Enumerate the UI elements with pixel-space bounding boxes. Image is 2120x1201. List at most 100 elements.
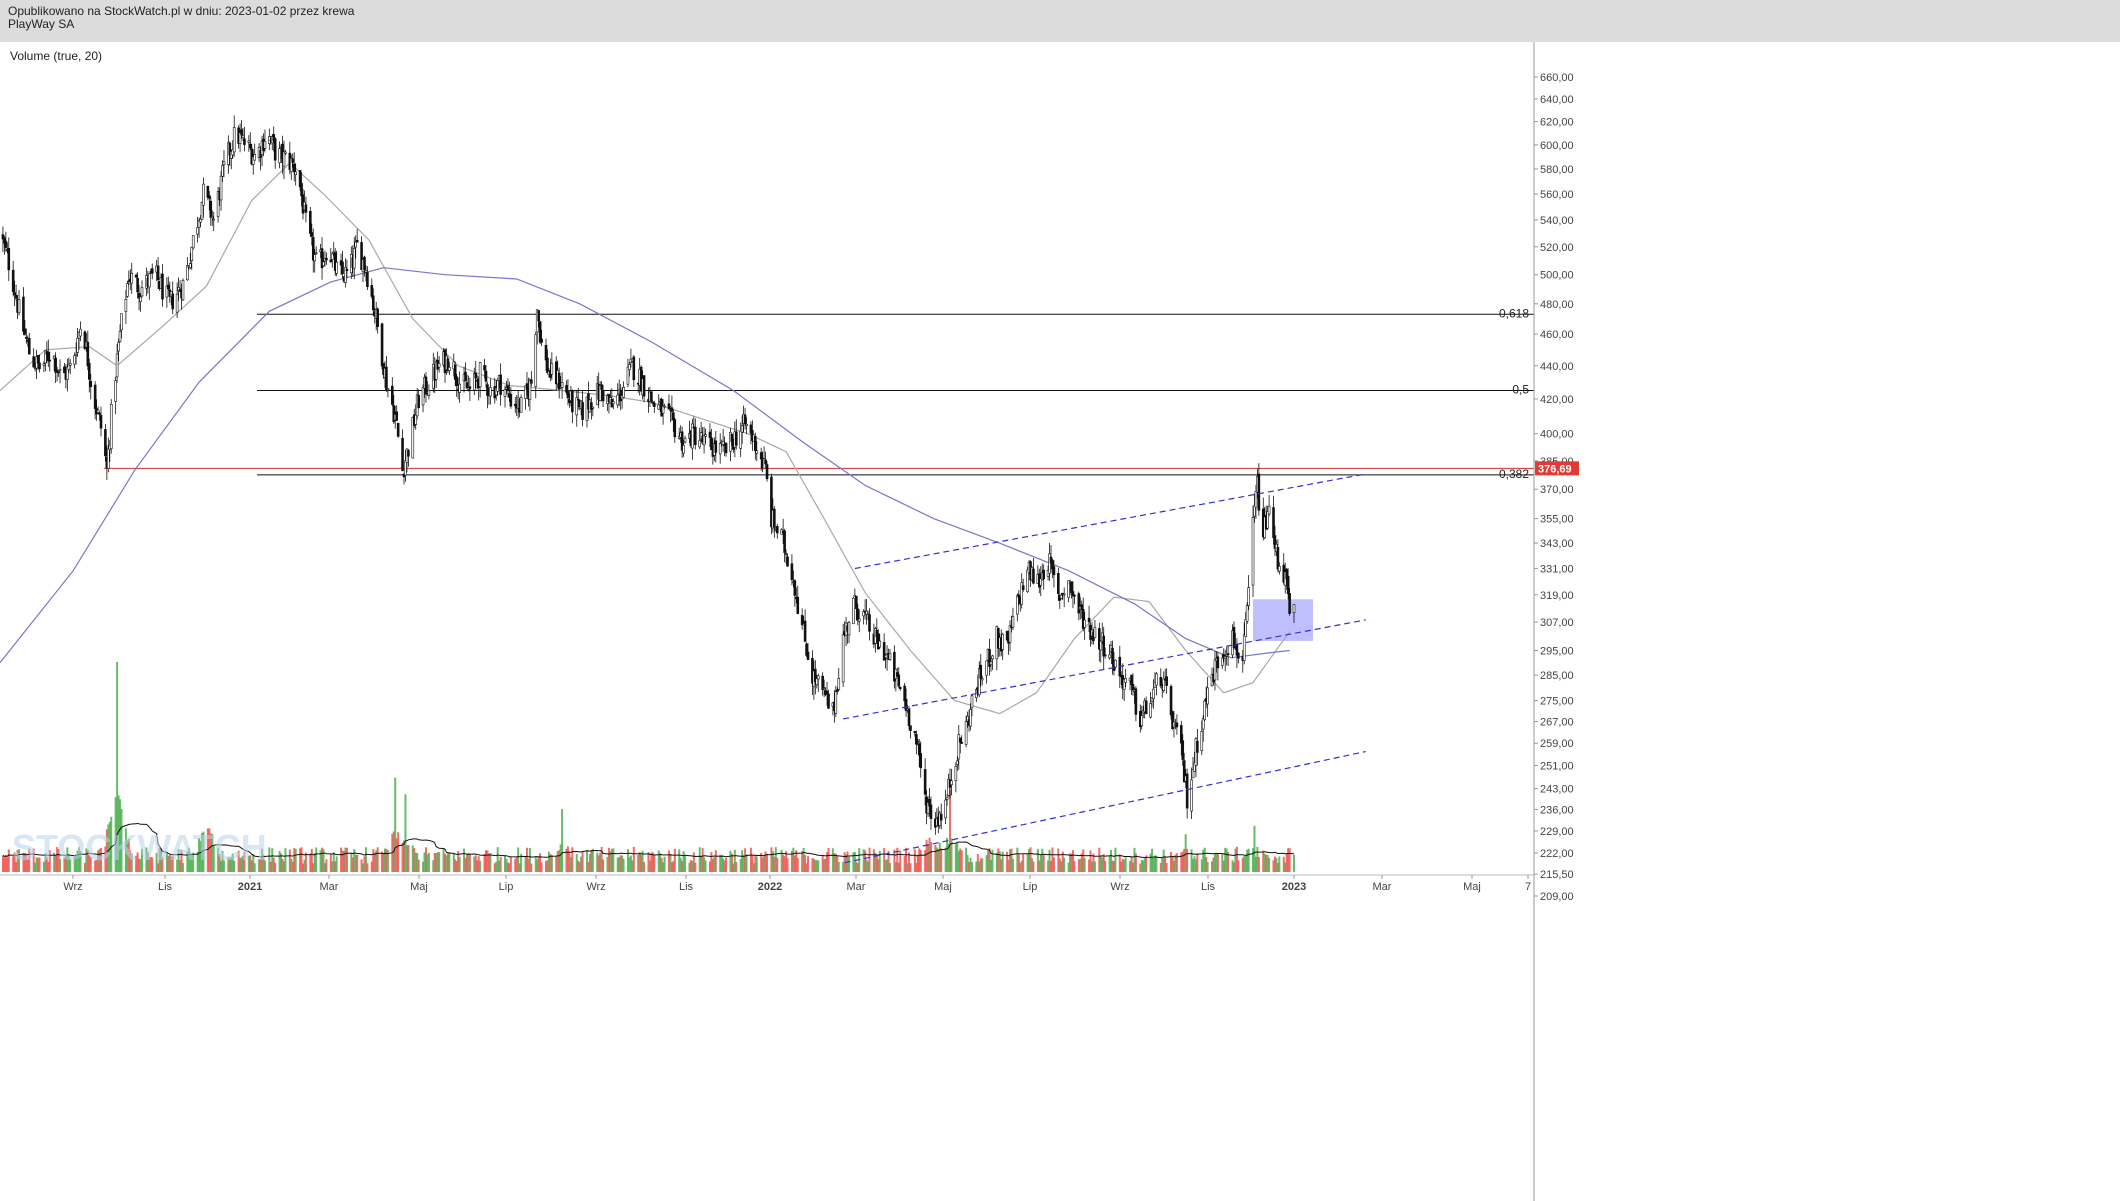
volume-bar [741, 850, 744, 872]
volume-bar [766, 853, 769, 872]
volume-bar [233, 860, 236, 872]
volume-bar [1234, 848, 1237, 872]
candle-body [238, 132, 242, 144]
volume-bar [1159, 862, 1162, 872]
candle-body [852, 597, 855, 625]
volume-bar [66, 847, 69, 872]
volume-bar [735, 862, 738, 872]
y-tick-label: 343,00 [1540, 538, 1574, 550]
candle-body [32, 356, 35, 368]
candle-body [411, 417, 415, 459]
candle-body [759, 452, 763, 460]
volume-bar [995, 852, 998, 872]
candle-body [980, 678, 984, 681]
candle-body [790, 563, 794, 581]
candle-body [576, 398, 580, 401]
candle-body [1196, 740, 1199, 753]
candle-body [1067, 580, 1070, 598]
volume-bar [1077, 859, 1080, 872]
volume-bar [640, 854, 643, 872]
volume-bar [837, 862, 840, 872]
volume-bar [313, 853, 316, 872]
volume-bar [271, 848, 274, 872]
volume-bar [322, 849, 325, 872]
volume-bar [401, 842, 404, 872]
volume-bar [669, 853, 672, 872]
candle-body [944, 799, 947, 819]
volume-bar [38, 857, 41, 872]
volume-bar [739, 859, 742, 872]
volume-bar [438, 852, 441, 872]
volume-bar [18, 849, 21, 872]
y-tick-label: 640,00 [1540, 94, 1574, 106]
candle-body [765, 464, 769, 480]
candle-body [455, 376, 459, 387]
candle-body [177, 287, 180, 292]
volume-bar [1276, 862, 1279, 872]
candle-body [519, 397, 523, 413]
candle-body [1223, 656, 1227, 659]
candle-body [1190, 779, 1193, 812]
volume-bar [1121, 858, 1124, 872]
y-tick-label: 400,00 [1540, 429, 1574, 441]
volume-bar [411, 845, 414, 872]
volume-bar [969, 857, 972, 872]
volume-bar [309, 853, 312, 872]
volume-bar [807, 856, 810, 872]
price-chart[interactable]: Volume (true, 20) 0,618 0,5 0,382 STOCKWAT… [0, 42, 2120, 1201]
volume-bar [1130, 857, 1133, 872]
volume-bar [855, 861, 858, 872]
candle-body [148, 273, 151, 288]
candle-body [1171, 711, 1174, 730]
candle-body [202, 183, 205, 206]
candle-body [913, 730, 917, 734]
volume-bar [1172, 860, 1175, 872]
candle-body [786, 556, 789, 567]
candle-body [300, 183, 303, 197]
candle-body [1226, 653, 1230, 655]
y-tick-label: 222,00 [1540, 848, 1574, 860]
candle-body [22, 296, 25, 332]
volume-bar [1272, 860, 1275, 872]
candle-body [537, 310, 540, 322]
x-tick-label: Wrz [63, 881, 82, 893]
y-tick-label: 215,50 [1540, 869, 1574, 881]
volume-bar [1124, 857, 1127, 872]
volume-bar [539, 853, 542, 872]
volume-bar [331, 861, 334, 872]
volume-bar [247, 855, 250, 872]
candle-body [341, 261, 344, 275]
candle-body [857, 618, 861, 622]
candle-body [544, 344, 548, 361]
candle-body [278, 148, 281, 164]
volume-bar [140, 848, 143, 872]
volume-bar [783, 856, 786, 872]
candle-body [1181, 740, 1185, 760]
volume-bar [1149, 853, 1152, 872]
volume-bar [1287, 848, 1290, 872]
volume-bar [1118, 854, 1121, 872]
y-tick-label: 440,00 [1540, 361, 1574, 373]
candle-body [63, 366, 66, 374]
volume-bar [913, 849, 916, 872]
volume-bar [998, 851, 1001, 872]
candle-body [821, 675, 824, 690]
volume-bar [300, 847, 303, 872]
candle-body [1257, 473, 1261, 511]
candle-body [1159, 677, 1163, 687]
volume-bar [862, 849, 865, 872]
volume-bar [1129, 861, 1132, 872]
volume-bar [729, 850, 732, 872]
volume-bar [648, 860, 651, 872]
candle-body [76, 337, 79, 353]
volume-bar [549, 853, 552, 872]
candle-body [509, 393, 513, 407]
candle-body [969, 709, 972, 727]
candle-body [1152, 688, 1155, 699]
candle-body [793, 580, 797, 596]
volume-bar [1019, 863, 1022, 872]
candle-body [540, 338, 543, 343]
volume-bar [647, 852, 650, 872]
candle-body [827, 693, 830, 709]
volume-bar [1241, 857, 1244, 872]
